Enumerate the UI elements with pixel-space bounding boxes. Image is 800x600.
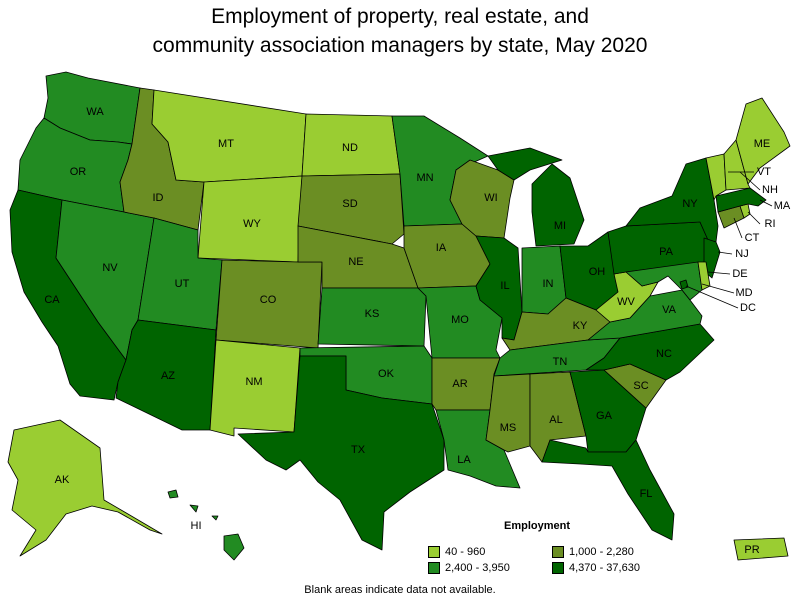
state-label-mo: MO — [451, 314, 469, 326]
state-label-oh: OH — [589, 266, 606, 278]
state-nh[interactable] — [723, 139, 751, 191]
state-label-id: ID — [153, 192, 164, 204]
map-title: Employment of property, real estate, and… — [0, 2, 800, 60]
legend-label-1: 1,000 - 2,280 — [569, 546, 634, 558]
state-label-co: CO — [260, 294, 277, 306]
legend-swatch-1 — [552, 546, 564, 559]
state-label-ks: KS — [365, 308, 380, 320]
state-label-la: LA — [457, 454, 471, 466]
state-fl[interactable] — [541, 439, 675, 541]
leader-line-nj — [717, 251, 733, 255]
state-nm[interactable] — [209, 339, 301, 437]
leader-line-ma — [759, 199, 773, 207]
state-label-wy: WY — [243, 218, 261, 230]
state-dc[interactable] — [679, 279, 689, 290]
state-label-ar: AR — [452, 378, 467, 390]
state-label-mn: MN — [416, 172, 433, 184]
state-label-dc: DC — [740, 302, 756, 314]
state-label-wv: WV — [617, 296, 635, 308]
state-label-in: IN — [543, 278, 554, 290]
state-az[interactable] — [115, 319, 217, 431]
legend-item-3: 4,370 - 37,630 — [552, 561, 640, 575]
leader-line-de — [707, 271, 731, 275]
state-label-vt: VT — [757, 166, 771, 178]
state-label-or: OR — [70, 166, 87, 178]
state-label-pa: PA — [659, 246, 674, 258]
leader-line-ri — [747, 211, 761, 225]
state-label-il: IL — [500, 280, 509, 292]
state-md[interactable] — [625, 261, 703, 301]
state-ms[interactable] — [485, 373, 531, 453]
state-label-al: AL — [549, 414, 562, 426]
state-mi[interactable] — [487, 147, 585, 247]
state-label-wa: WA — [86, 106, 104, 118]
state-ma[interactable] — [715, 187, 767, 213]
leader-line-ct — [733, 217, 743, 239]
state-label-ri: RI — [765, 218, 776, 230]
state-label-ak: AK — [55, 474, 70, 486]
legend-item-0: 40 - 960 — [428, 545, 485, 559]
legend-label-0: 40 - 960 — [445, 546, 486, 558]
legend-swatch-3 — [552, 562, 564, 575]
state-label-ms: MS — [500, 422, 517, 434]
state-label-me: ME — [754, 138, 771, 150]
legend-item-2: 2,400 - 3,950 — [428, 561, 510, 575]
state-label-va: VA — [662, 304, 677, 316]
state-ak[interactable] — [7, 419, 163, 557]
state-label-ut: UT — [175, 278, 190, 290]
state-label-sd: SD — [342, 198, 357, 210]
state-ks[interactable] — [317, 287, 427, 347]
legend-swatch-2 — [428, 562, 440, 575]
footnote: Blank areas indicate data not available. — [304, 584, 496, 596]
state-sd[interactable] — [297, 173, 405, 245]
state-pr[interactable] — [733, 537, 789, 561]
state-label-nc: NC — [656, 348, 672, 360]
state-wi[interactable] — [449, 159, 515, 239]
state-label-ct: CT — [745, 232, 760, 244]
state-label-tx: TX — [351, 444, 366, 456]
state-label-md: MD — [735, 287, 752, 299]
state-label-wi: WI — [484, 192, 497, 204]
state-label-ga: GA — [596, 410, 613, 422]
state-co[interactable] — [215, 259, 323, 349]
state-label-nd: ND — [342, 142, 358, 154]
state-vt[interactable] — [705, 153, 727, 201]
state-label-nv: NV — [102, 262, 118, 274]
state-label-az: AZ — [161, 370, 175, 382]
state-label-fl: FL — [640, 488, 653, 500]
state-label-mt: MT — [218, 138, 234, 150]
state-label-pr: PR — [744, 544, 759, 556]
legend-title: Employment — [504, 520, 571, 532]
legend-label-2: 2,400 - 3,950 — [445, 562, 510, 574]
state-label-nh: NH — [762, 184, 778, 196]
state-label-ny: NY — [682, 198, 698, 210]
leader-line-dc — [685, 285, 739, 309]
state-label-sc: SC — [633, 380, 648, 392]
map-title-line2: community association managers by state,… — [152, 34, 648, 57]
state-tx[interactable] — [237, 355, 445, 551]
state-label-ok: OK — [378, 368, 395, 380]
state-label-ia: IA — [436, 242, 447, 254]
legend-swatch-0 — [428, 546, 440, 559]
state-label-nm: NM — [245, 376, 262, 388]
state-label-de: DE — [732, 268, 747, 280]
state-label-nj: NJ — [735, 248, 748, 260]
state-hi[interactable] — [167, 489, 245, 561]
legend-item-1: 1,000 - 2,280 — [552, 545, 634, 559]
state-label-ma: MA — [774, 200, 791, 212]
map-title-line1: Employment of property, real estate, and — [211, 5, 589, 28]
leader-line-nh — [739, 171, 761, 191]
leader-line-md — [701, 283, 735, 294]
state-label-hi: HI — [191, 520, 202, 532]
state-label-ky: KY — [573, 320, 588, 332]
state-mt[interactable] — [151, 89, 307, 183]
state-label-ca: CA — [44, 294, 60, 306]
state-label-tn: TN — [553, 356, 568, 368]
state-label-mi: MI — [554, 220, 566, 232]
legend-label-3: 4,370 - 37,630 — [569, 562, 640, 574]
state-label-ne: NE — [348, 256, 363, 268]
